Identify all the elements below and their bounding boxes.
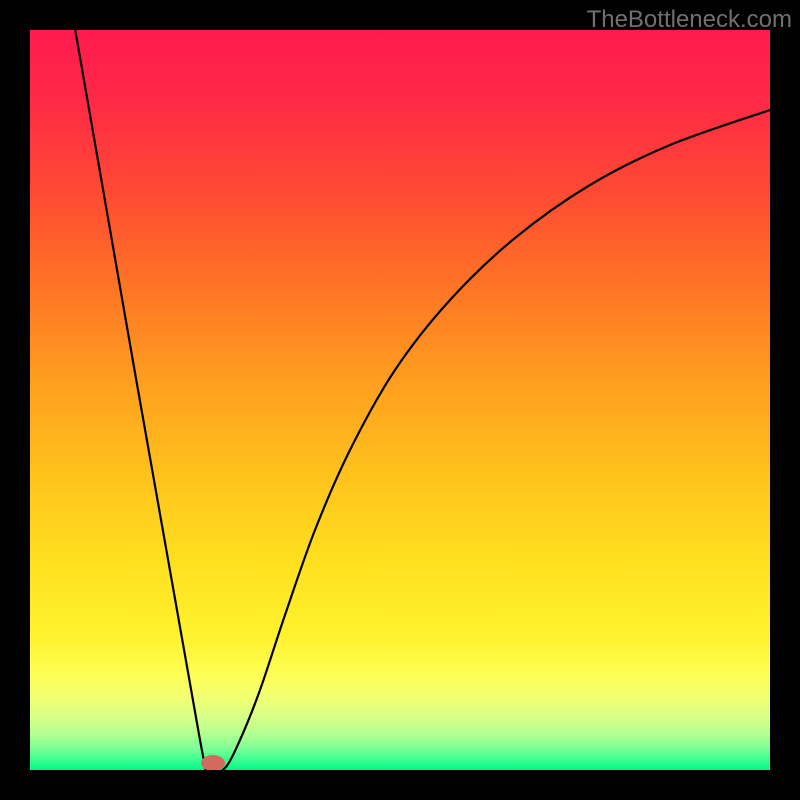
chart-frame: TheBottleneck.com xyxy=(0,0,800,800)
watermark-text: TheBottleneck.com xyxy=(587,6,792,34)
gradient-background xyxy=(30,30,770,770)
chart-svg xyxy=(0,0,800,800)
minimum-marker xyxy=(201,755,225,771)
